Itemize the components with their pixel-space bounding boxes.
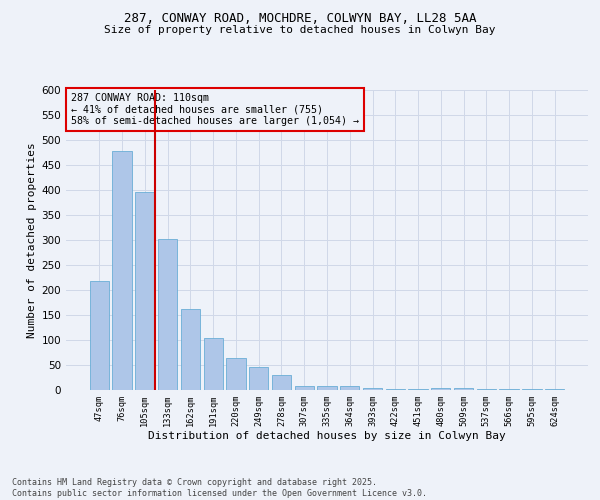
Bar — [135, 192, 155, 390]
Bar — [431, 388, 451, 390]
Text: 287, CONWAY ROAD, MOCHDRE, COLWYN BAY, LL28 5AA: 287, CONWAY ROAD, MOCHDRE, COLWYN BAY, L… — [124, 12, 476, 26]
Bar — [226, 358, 245, 390]
Bar — [112, 151, 132, 390]
Bar — [249, 366, 268, 390]
Bar — [409, 388, 428, 390]
Bar — [158, 239, 178, 390]
Bar — [545, 388, 564, 390]
Bar — [203, 338, 223, 390]
Bar — [90, 281, 109, 390]
Bar — [476, 389, 496, 390]
Bar — [522, 389, 542, 390]
Bar — [363, 388, 382, 390]
Bar — [295, 386, 314, 390]
Text: Contains HM Land Registry data © Crown copyright and database right 2025.
Contai: Contains HM Land Registry data © Crown c… — [12, 478, 427, 498]
Y-axis label: Number of detached properties: Number of detached properties — [27, 142, 37, 338]
Bar — [272, 374, 291, 390]
X-axis label: Distribution of detached houses by size in Colwyn Bay: Distribution of detached houses by size … — [148, 430, 506, 440]
Bar — [499, 388, 519, 390]
Bar — [181, 308, 200, 390]
Bar — [386, 388, 405, 390]
Bar — [340, 386, 359, 390]
Text: Size of property relative to detached houses in Colwyn Bay: Size of property relative to detached ho… — [104, 25, 496, 35]
Bar — [454, 388, 473, 390]
Text: 287 CONWAY ROAD: 110sqm
← 41% of detached houses are smaller (755)
58% of semi-d: 287 CONWAY ROAD: 110sqm ← 41% of detache… — [71, 93, 359, 126]
Bar — [317, 386, 337, 390]
